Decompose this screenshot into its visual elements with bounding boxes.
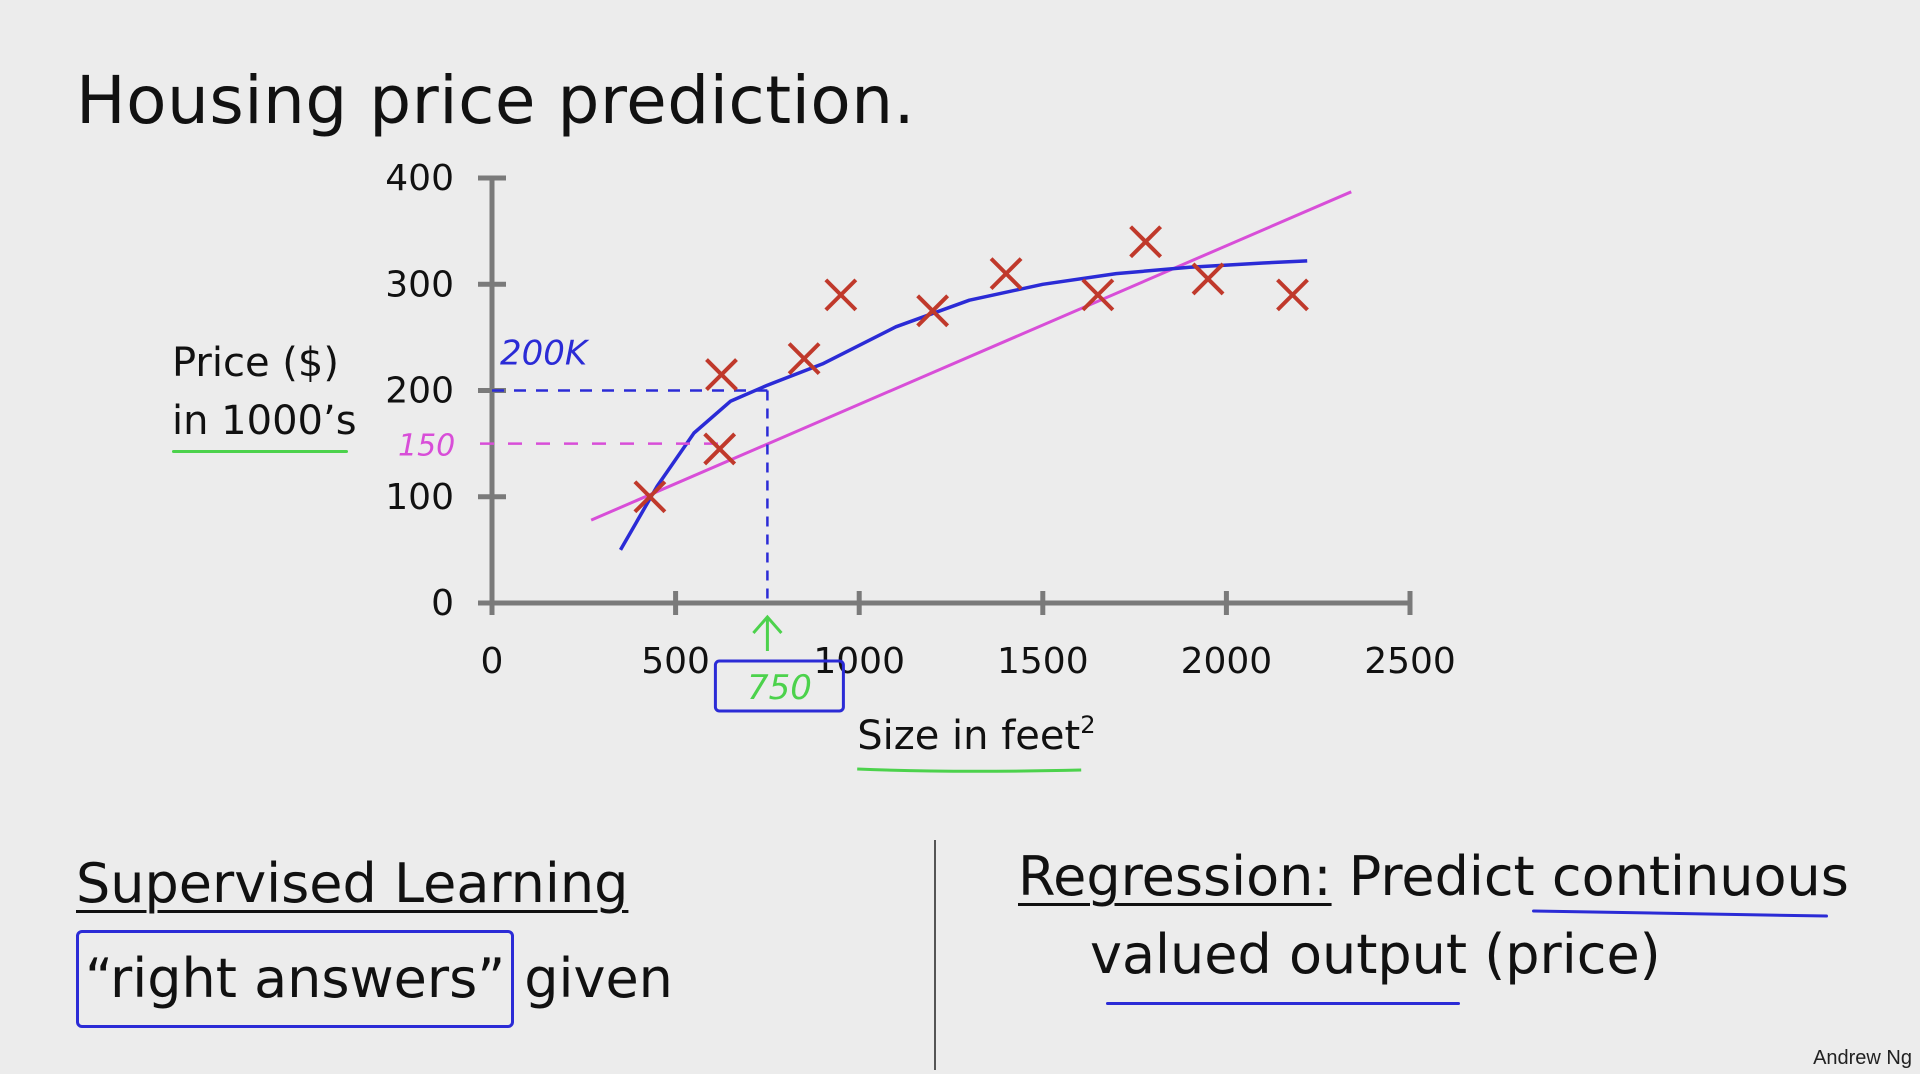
x-axis-label-superscript: 2 (1080, 711, 1095, 739)
green-label-box (713, 659, 845, 713)
x-tick-label: 1500 (997, 641, 1089, 682)
y-axis-label-line1: Price ($) (172, 340, 339, 386)
right-answers-rest: given (524, 947, 673, 1010)
chart-guides (480, 389, 769, 603)
x-tick-label: 0 (481, 641, 504, 682)
regression-line1: Regression: Predict continuous (1018, 838, 1849, 916)
y-tick-label: 400 (385, 158, 454, 199)
x-tick-label: 500 (641, 641, 710, 682)
regression-line2: valued output (price) (1090, 923, 1661, 986)
x-label-highlight (857, 767, 1082, 773)
y-tick-label: 0 (431, 583, 454, 624)
y-tick-label: 300 (385, 264, 454, 305)
regression-heading: Regression: (1018, 845, 1332, 908)
x-tick-label: 2000 (1181, 641, 1273, 682)
linear-fit-line (590, 190, 1352, 522)
data-point (705, 358, 738, 391)
right-answers-line: “right answers” given (76, 930, 673, 1028)
data-point (824, 278, 858, 312)
quadratic-fit-curve (618, 259, 1308, 551)
author-credit: Andrew Ng (1813, 1047, 1912, 1069)
regression-line1-rest: Predict continuous (1348, 845, 1849, 908)
y-axis-label: Price ($) in 1000’s (172, 334, 357, 450)
y-axis-label-line2: in 1000’s (172, 398, 357, 444)
y-tick-label: 100 (385, 477, 454, 518)
y-tick-label: 200 (385, 371, 454, 412)
x-tick-label: 2500 (1364, 641, 1456, 682)
chart-annotations: 200K 150 750 (398, 334, 845, 713)
slide-title: Housing price prediction. (76, 62, 916, 139)
supervised-learning-heading: Supervised Learning (76, 852, 629, 915)
data-point (1276, 278, 1309, 312)
data-point (1129, 225, 1163, 259)
data-point (916, 294, 950, 328)
green-arrow-head (752, 614, 783, 634)
pink-annotation-label: 150 (398, 429, 455, 464)
blue-annotation-label: 200K (500, 334, 590, 374)
chart-fits (590, 190, 1352, 551)
green-annotation-label: 750 (747, 668, 812, 708)
data-point (1081, 278, 1115, 312)
right-answers-boxed: “right answers” (76, 930, 515, 1028)
chart-points (633, 225, 1309, 514)
valued-output-underline (1106, 1002, 1460, 1005)
data-point (989, 257, 1023, 291)
regression-block: Regression: Predict continuous valued ou… (1018, 838, 1849, 994)
data-point (703, 432, 737, 466)
supervised-learning-block: Supervised Learning “right answers” given (76, 838, 673, 1028)
data-point (787, 342, 821, 376)
data-point (633, 480, 667, 514)
data-point (1191, 262, 1225, 296)
y-label-highlight (172, 450, 348, 453)
x-axis-label: Size in feet2 (857, 711, 1095, 759)
vertical-divider (934, 840, 936, 1070)
